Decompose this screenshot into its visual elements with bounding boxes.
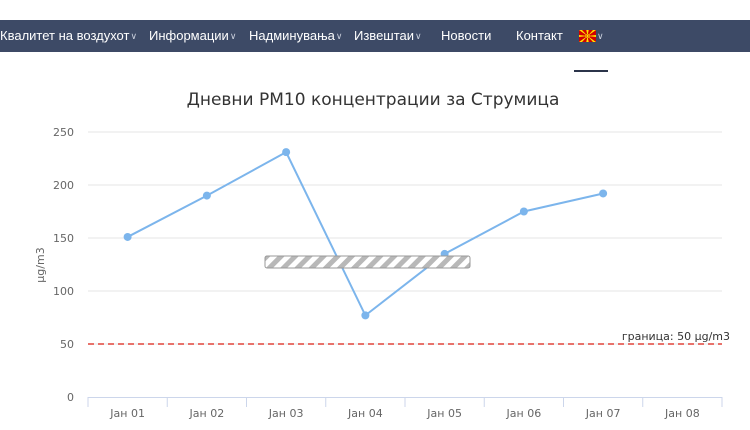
loading-bar bbox=[264, 255, 471, 269]
data-point bbox=[361, 311, 370, 320]
data-point bbox=[123, 232, 132, 241]
language-selector[interactable]: ∨ bbox=[579, 20, 604, 52]
limit-line-group: граница: 50 µg/m3 bbox=[88, 330, 730, 345]
limit-line-label: граница: 50 µg/m3 bbox=[622, 330, 730, 343]
nav-item-label: Контакт bbox=[516, 28, 563, 43]
nav-item-label: Извештаи bbox=[354, 28, 415, 43]
chevron-down-icon: ∨ bbox=[130, 31, 138, 41]
y-tick-label: 150 bbox=[53, 232, 74, 245]
data-point bbox=[202, 191, 211, 200]
y-tick-label: 200 bbox=[53, 179, 74, 192]
nav-item-label: Квалитет на воздухот bbox=[0, 28, 130, 43]
chevron-down-icon: ∨ bbox=[597, 31, 604, 41]
macedonia-flag-icon bbox=[579, 29, 596, 42]
y-tick-label: 0 bbox=[67, 391, 74, 404]
nav-item-reports[interactable]: Извештаи∨ bbox=[354, 20, 422, 52]
data-point bbox=[282, 148, 291, 157]
loading-indicator bbox=[264, 255, 471, 269]
chevron-down-icon: ∨ bbox=[229, 31, 237, 41]
nav-item-news[interactable]: Новости bbox=[441, 20, 491, 52]
nav-item-label: Новости bbox=[441, 28, 492, 43]
nav-item-contact[interactable]: Контакт bbox=[516, 20, 563, 52]
nav-item-exceedances[interactable]: Надминувања∨ bbox=[249, 20, 342, 52]
x-tick-label: Јан 02 bbox=[189, 407, 225, 420]
y-tick-label: 100 bbox=[53, 285, 74, 298]
x-tick-label: Јан 08 bbox=[664, 407, 700, 420]
y-axis-label: µg/m3 bbox=[34, 247, 47, 282]
x-tick-label: Јан 01 bbox=[109, 407, 145, 420]
data-point bbox=[519, 207, 528, 216]
y-tick-label: 50 bbox=[60, 338, 74, 351]
y-axis-ticks: 0 50 100 150 200 250 bbox=[53, 126, 74, 404]
x-tick-label: Јан 07 bbox=[585, 407, 621, 420]
top-navbar: Квалитет на воздухот∨ Информации∨ Надмин… bbox=[0, 20, 750, 72]
chart-title: Дневни PM10 концентрации за Струмица bbox=[187, 90, 560, 110]
chevron-down-icon: ∨ bbox=[415, 31, 422, 41]
chevron-down-icon: ∨ bbox=[335, 31, 343, 41]
x-tick-label: Јан 03 bbox=[268, 407, 304, 420]
nav-item-information[interactable]: Информации∨ bbox=[149, 20, 236, 52]
nav-item-label: Информации bbox=[149, 28, 229, 43]
x-tick-label: Јан 04 bbox=[347, 407, 383, 420]
nav-item-label: Надминувања bbox=[249, 28, 335, 43]
x-axis: Јан 01 Јан 02 Јан 03 Јан 04 Јан 05 Јан 06 Јан … bbox=[87, 397, 723, 420]
pm10-chart: Дневни PM10 концентрации за Струмица µg/… bbox=[34, 90, 730, 420]
y-tick-label: 250 bbox=[53, 126, 74, 139]
grid-lines bbox=[88, 131, 722, 345]
nav-active-underline bbox=[574, 70, 608, 72]
x-tick-label: Јан 05 bbox=[426, 407, 462, 420]
x-tick-label: Јан 06 bbox=[506, 407, 542, 420]
nav-item-air-quality[interactable]: Квалитет на воздухот∨ bbox=[0, 20, 137, 52]
series-line-group bbox=[123, 148, 608, 320]
data-point bbox=[599, 189, 608, 198]
